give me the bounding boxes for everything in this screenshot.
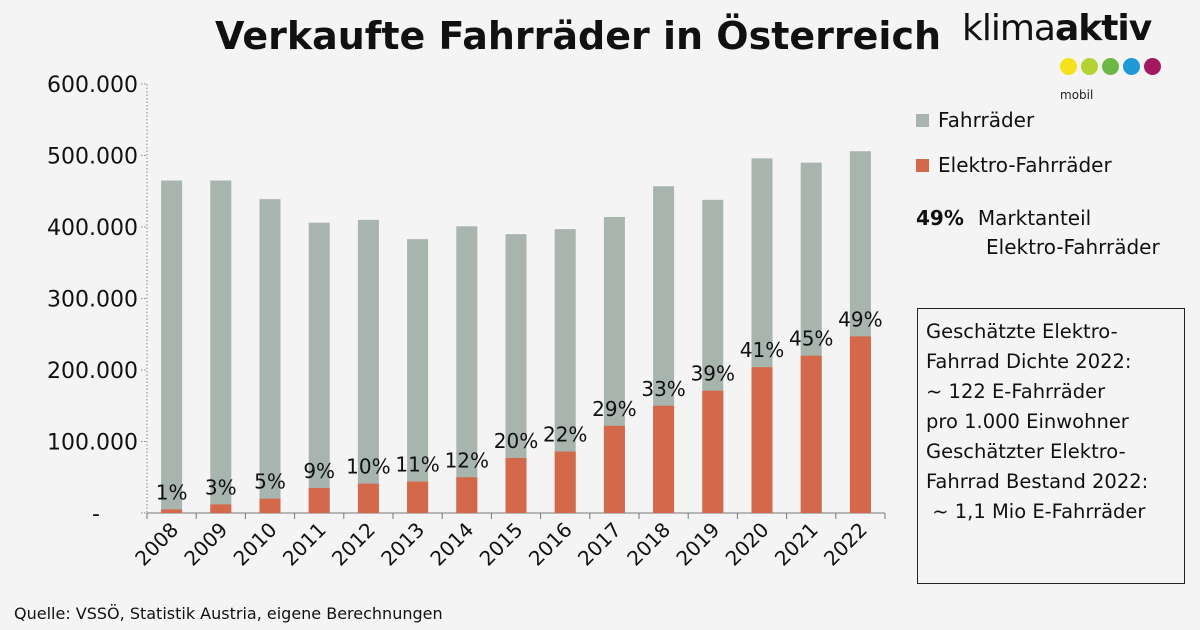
y-tick-label: 500.000	[47, 145, 138, 170]
data-label-2016: 22%	[543, 423, 587, 447]
x-tick-label-2010: 2010	[229, 518, 282, 571]
legend: Fahrräder Elektro-Fahrräder	[916, 108, 1112, 198]
x-tick-label-2008: 2008	[130, 518, 183, 571]
bar-elektro-2020	[751, 367, 773, 513]
y-tick-label: 600.000	[47, 73, 138, 98]
x-tick-label-2009: 2009	[179, 518, 232, 571]
data-label-2019: 39%	[691, 362, 735, 386]
bar-elektro-2014	[456, 477, 478, 513]
logo-dot	[1060, 58, 1077, 75]
data-label-2009: 3%	[205, 475, 237, 499]
bar-fahrraeder-2010	[259, 199, 281, 514]
x-tick-label-2020: 2020	[721, 518, 774, 571]
data-label-2011: 9%	[303, 459, 335, 483]
data-label-2017: 29%	[592, 397, 636, 421]
x-tick-label-2021: 2021	[770, 518, 823, 571]
y-tick-label: 300.000	[47, 288, 138, 313]
logo-dot	[1123, 58, 1140, 75]
data-label-2010: 5%	[254, 470, 286, 494]
bar-elektro-2010	[259, 498, 281, 513]
bar-elektro-2017	[603, 425, 625, 513]
share-label-2: Elektro-Fahrräder	[986, 235, 1160, 259]
legend-swatch	[916, 158, 929, 172]
data-label-2018: 33%	[641, 377, 685, 401]
data-label-2021: 45%	[789, 327, 833, 351]
bar-elektro-2008	[161, 509, 183, 513]
bar-elektro-2013	[407, 481, 429, 513]
bar-elektro-2011	[308, 487, 330, 513]
logo-text-light: klima	[962, 8, 1056, 49]
share-label: Marktanteil	[977, 206, 1092, 230]
market-share-note: 49% Marktanteil Elektro-Fahrräder	[916, 204, 1160, 262]
bar-elektro-2022	[849, 336, 871, 513]
logo-text-bold: aktiv	[1054, 8, 1152, 49]
bar-elektro-2021	[800, 355, 822, 513]
logo-subtitle: mobil	[1060, 88, 1094, 102]
data-label-2020: 41%	[740, 338, 784, 362]
x-tick-label-2014: 2014	[425, 518, 478, 571]
data-label-2013: 11%	[395, 453, 439, 477]
y-tick-label: 400.000	[47, 216, 138, 241]
x-tick-label-2013: 2013	[376, 518, 429, 571]
bar-fahrraeder-2009	[210, 180, 232, 513]
bar-fahrraeder-2014	[456, 226, 478, 513]
bar-fahrraeder-2013	[407, 239, 429, 513]
data-label-2014: 12%	[445, 448, 489, 472]
klimaaktiv-logo: klimaaktiv mobil	[962, 8, 1182, 108]
legend-label: Elektro-Fahrräder	[938, 153, 1112, 177]
bar-elektro-2019	[702, 390, 724, 513]
chart-title: Verkaufte Fahrräder in Österreich	[215, 14, 942, 58]
data-label-2022: 49%	[838, 307, 882, 331]
bar-fahrraeder-2016	[554, 229, 576, 513]
logo-dot	[1081, 58, 1098, 75]
bar-elektro-2009	[210, 504, 232, 513]
bar-fahrraeder-2011	[308, 222, 330, 513]
x-tick-label-2015: 2015	[475, 518, 528, 571]
data-label-2012: 10%	[346, 455, 390, 479]
legend-item-elektro: Elektro-Fahrräder	[916, 153, 1112, 177]
y-tick-label: 200.000	[47, 359, 138, 384]
x-tick-label-2017: 2017	[573, 518, 626, 571]
logo-dots	[1060, 58, 1161, 75]
bar-elektro-2015	[505, 457, 527, 513]
logo-dot	[1102, 58, 1119, 75]
bar-fahrraeder-2012	[357, 219, 379, 513]
data-label-2015: 20%	[494, 429, 538, 453]
legend-swatch	[916, 113, 929, 127]
logo-dot	[1144, 58, 1161, 75]
x-tick-label-2019: 2019	[671, 518, 724, 571]
bar-elektro-2012	[357, 483, 379, 513]
legend-label: Fahrräder	[938, 108, 1035, 132]
y-tick-label: 100.000	[47, 431, 138, 456]
bar-elektro-2016	[554, 451, 576, 513]
x-tick-label-2016: 2016	[524, 518, 577, 571]
data-label-2008: 1%	[156, 480, 188, 504]
source-note: Quelle: VSSÖ, Statistik Austria, eigene …	[14, 604, 443, 623]
info-box: Geschätzte Elektro- Fahrrad Dichte 2022:…	[917, 308, 1185, 584]
x-tick-label-2018: 2018	[622, 518, 675, 571]
bar-fahrraeder-2015	[505, 234, 527, 513]
bar-fahrraeder-2008	[161, 180, 183, 513]
bar-elektro-2018	[653, 405, 675, 513]
x-tick-label-2012: 2012	[327, 518, 380, 571]
legend-item-fahrraeder: Fahrräder	[916, 108, 1112, 132]
y-tick-label: -	[92, 502, 100, 527]
x-tick-label-2011: 2011	[278, 518, 331, 571]
x-tick-label-2022: 2022	[819, 518, 872, 571]
share-value: 49%	[916, 206, 964, 230]
